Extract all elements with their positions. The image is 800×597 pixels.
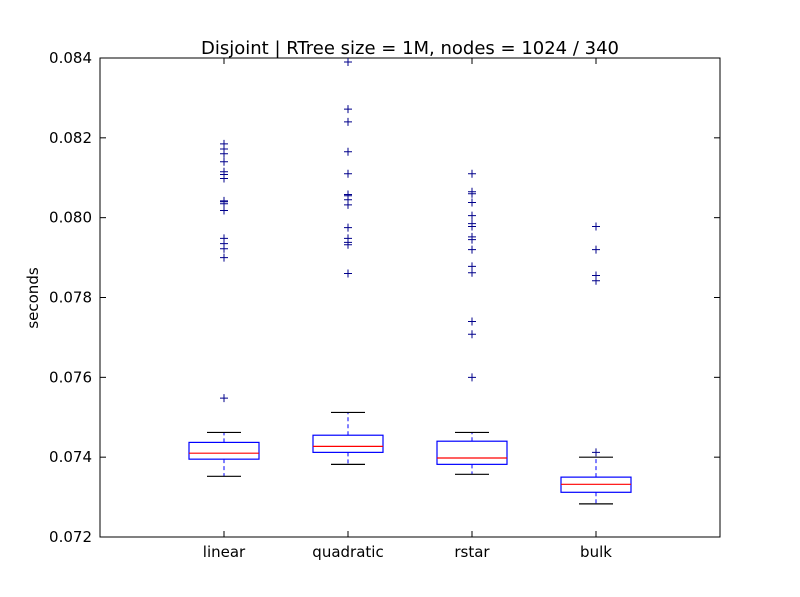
flier-point — [220, 206, 228, 215]
flier-point — [344, 169, 352, 178]
flier-point — [220, 157, 228, 166]
box-quadratic — [312, 434, 384, 453]
flier-point — [344, 223, 352, 232]
y-tick-label: 0.076 — [49, 368, 92, 386]
flier-point — [220, 167, 228, 176]
flier-point — [468, 187, 476, 196]
box-linear — [188, 441, 260, 460]
flier-point — [468, 198, 476, 207]
x-tick-label: bulk — [580, 543, 612, 561]
x-tick-label: quadratic — [312, 543, 383, 561]
y-tick-label: 0.082 — [49, 129, 92, 147]
flier-point — [344, 234, 352, 243]
flier-point — [344, 147, 352, 156]
flier-point — [468, 262, 476, 271]
flier-point — [592, 222, 600, 231]
flier-point — [468, 169, 476, 178]
flier-point — [220, 234, 228, 243]
flier-point — [344, 105, 352, 114]
flier-point — [220, 253, 228, 262]
flier-point — [220, 394, 228, 403]
y-tick-label: 0.078 — [49, 289, 92, 307]
x-tick-label: rstar — [454, 543, 490, 561]
flier-point — [344, 117, 352, 126]
y-axis-label: seconds — [24, 267, 42, 328]
flier-point — [592, 448, 600, 457]
flier-point — [220, 196, 228, 205]
flier-point — [344, 57, 352, 66]
flier-point — [468, 317, 476, 326]
plot-area: 0.072 0.074 0.076 0.078 0.080 0.082 0.084 linea… — [49, 49, 721, 561]
y-tick-label: 0.072 — [49, 528, 92, 546]
chart-title: Disjoint | RTree size = 1M, nodes = 1024… — [201, 38, 619, 59]
y-tick-label: 0.084 — [49, 49, 92, 67]
flier-point — [468, 219, 476, 228]
flier-point — [468, 245, 476, 254]
x-tick-label: linear — [203, 543, 246, 561]
y-tick-label: 0.080 — [49, 209, 92, 227]
plot-frame — [99, 57, 721, 538]
flier-point — [468, 330, 476, 339]
box-rstar — [436, 440, 508, 465]
flier-point — [220, 139, 228, 148]
flier-point — [468, 232, 476, 241]
flier-point — [468, 373, 476, 382]
flier-point — [344, 190, 352, 199]
flier-point — [592, 245, 600, 254]
flier-point — [592, 271, 600, 280]
y-tick-label: 0.074 — [49, 448, 92, 466]
flier-point — [468, 211, 476, 220]
flier-point — [344, 269, 352, 278]
